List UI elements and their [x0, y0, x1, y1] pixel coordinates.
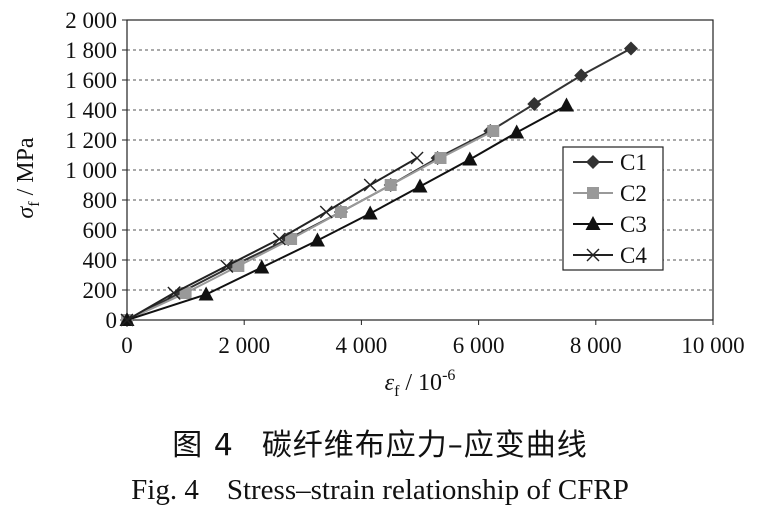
y-tick-label: 2 000 [65, 8, 117, 33]
data-point-c4 [120, 313, 134, 327]
caption-en-figure-number: Fig. 4 [131, 474, 199, 506]
data-point-c3 [198, 286, 214, 301]
x-tick-label: 2 000 [218, 333, 270, 358]
chart: 0 200 400 600 800 1 000 1 200 1 400 1 600 1 800 2 … [13, 8, 745, 400]
legend-marker [586, 155, 600, 169]
y-axis-label: σf / MPa [13, 137, 43, 219]
x-tick-label: 6 000 [453, 333, 505, 358]
y-tick-label: 400 [83, 248, 118, 273]
legend-label: C4 [620, 243, 647, 268]
data-point-c1 [623, 41, 638, 56]
x-tick-label: 10 000 [681, 333, 744, 358]
legend-item-c2: C2 [573, 181, 647, 206]
legend-label: C2 [620, 181, 647, 206]
x-tick-label: 4 000 [336, 333, 388, 358]
y-tick-label: 1 800 [65, 38, 117, 63]
data-point-c3 [362, 205, 378, 220]
series-c1 [120, 41, 638, 327]
data-point-c2 [334, 206, 347, 218]
figure-caption-english: Fig. 4 Stress–strain relationship of CFRP [0, 474, 760, 507]
y-tick-label: 600 [83, 218, 118, 243]
x-marker-stroke [586, 248, 600, 262]
legend-label: C3 [620, 212, 647, 237]
data-point-c1 [527, 97, 542, 111]
series-line-c2 [126, 130, 494, 321]
x-axis-label: εf / 10-6 [385, 367, 456, 400]
data-point-c3 [309, 232, 325, 247]
x-tick-label: 8 000 [570, 333, 622, 358]
x-marker-stroke [363, 178, 377, 192]
x-marker-stroke [120, 313, 134, 327]
data-point-c4 [272, 232, 286, 246]
caption-en-title: Stress–strain relationship of CFRP [226, 474, 629, 506]
series-c2 [121, 125, 500, 326]
legend-item-c4: C4 [573, 243, 647, 268]
data-point-c4 [319, 205, 333, 219]
data-point-c3 [462, 151, 478, 166]
caption-cn-title: 碳纤维布应力–应变曲线 [261, 428, 588, 463]
series-c3 [119, 97, 574, 326]
legend-marker [585, 216, 601, 230]
legend-label: C1 [620, 150, 647, 175]
legend-marker [586, 248, 600, 262]
x-marker-stroke [319, 205, 333, 219]
legend-marker [587, 187, 599, 199]
x-marker-stroke [410, 151, 424, 165]
data-point-c4 [167, 286, 181, 300]
legend-item-c1: C1 [573, 150, 647, 175]
data-point-c2 [285, 233, 298, 245]
y-tick-label: 1 200 [65, 128, 117, 153]
data-point-c2 [384, 179, 397, 191]
data-point-c3 [254, 259, 270, 274]
data-point-c3 [559, 97, 574, 112]
y-tick-label: 1 600 [65, 68, 117, 93]
series-c4 [120, 151, 424, 327]
data-point-c1 [574, 68, 589, 83]
y-tick-label: 800 [83, 188, 118, 213]
data-point-c4 [220, 259, 234, 273]
data-point-c4 [363, 178, 377, 192]
caption-cn-figure-number: 图 4 [172, 428, 234, 463]
data-point-c2 [232, 260, 245, 272]
data-point-c2 [434, 152, 447, 164]
data-point-c3 [412, 178, 428, 193]
y-tick-label: 0 [106, 308, 118, 333]
legend: C1 C2 C3 C4 [562, 146, 664, 271]
y-tick-label: 1 400 [65, 98, 117, 123]
x-marker-stroke [272, 232, 286, 246]
y-tick-label: 1 000 [65, 158, 117, 183]
data-point-c3 [509, 124, 525, 139]
x-marker-stroke [220, 259, 234, 273]
data-point-c2 [487, 125, 500, 137]
data-point-c4 [410, 151, 424, 165]
x-marker-stroke [167, 286, 181, 300]
y-tick-label: 200 [83, 278, 118, 303]
legend-box [562, 146, 664, 271]
legend-item-c3: C3 [573, 212, 647, 237]
x-tick-label: 0 [121, 333, 133, 358]
data-point-c2 [179, 287, 192, 299]
figure-caption-chinese: 图 4 碳纤维布应力–应变曲线 [0, 420, 760, 464]
